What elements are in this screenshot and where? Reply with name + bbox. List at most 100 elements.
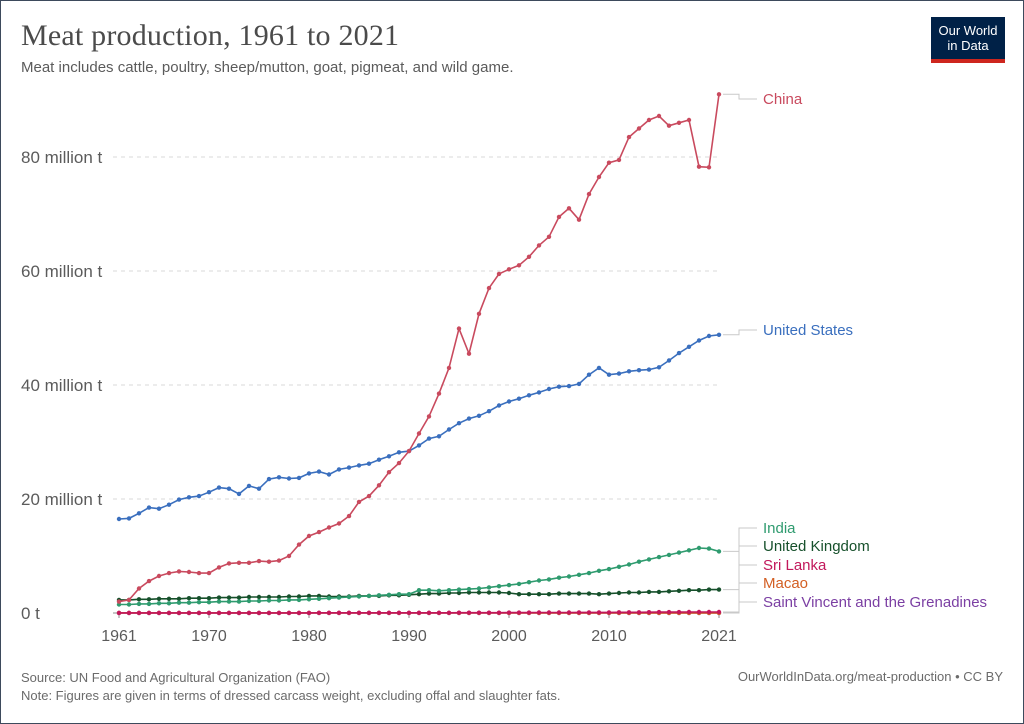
data-point-india <box>456 587 462 592</box>
data-point-sri-lanka <box>486 610 492 615</box>
data-point-china <box>616 157 622 163</box>
data-point-india <box>596 568 602 573</box>
legend-connector <box>723 527 757 552</box>
data-point-china <box>166 570 172 576</box>
data-point-united-kingdom <box>186 596 192 601</box>
data-point-china <box>366 493 372 499</box>
data-point-india <box>656 554 662 560</box>
data-point-china <box>716 92 722 97</box>
data-point-sri-lanka <box>446 610 452 615</box>
data-point-china <box>316 529 322 535</box>
data-point-india <box>216 599 222 604</box>
data-point-india <box>256 598 262 604</box>
data-point-sri-lanka <box>516 610 522 615</box>
data-point-united-states <box>556 384 562 389</box>
data-point-india <box>466 586 472 592</box>
data-point-india <box>686 548 692 553</box>
credit-link[interactable]: OurWorldInData.org/meat-production • CC … <box>737 669 1003 684</box>
data-point-united-kingdom <box>226 595 232 600</box>
data-point-united-kingdom <box>456 590 462 596</box>
data-point-sri-lanka <box>286 610 292 616</box>
data-point-united-states <box>526 393 532 398</box>
data-point-united-states <box>666 358 672 363</box>
data-point-sri-lanka <box>686 609 692 615</box>
data-point-united-states <box>456 421 462 426</box>
data-point-china <box>506 267 512 272</box>
data-point-china <box>396 460 402 466</box>
data-point-united-states <box>486 409 492 414</box>
data-point-united-states <box>336 467 342 472</box>
data-point-united-kingdom <box>636 590 642 595</box>
data-point-sri-lanka <box>326 610 332 615</box>
data-point-sri-lanka <box>466 610 472 615</box>
data-point-india <box>446 588 452 593</box>
data-point-sri-lanka <box>496 610 502 615</box>
source-text: Source: UN Food and Agricultural Organiz… <box>21 670 331 685</box>
legend-connector <box>723 93 757 100</box>
data-point-india <box>486 585 492 590</box>
data-point-united-kingdom <box>296 594 302 599</box>
data-point-united-kingdom <box>266 594 272 600</box>
data-point-united-states <box>266 476 272 482</box>
data-point-united-states <box>636 368 642 373</box>
x-tick-label: 2021 <box>701 628 737 645</box>
data-point-united-states <box>206 490 212 495</box>
data-point-china <box>346 513 352 519</box>
logo-line-2: in Data <box>947 38 989 53</box>
owid-logo[interactable]: Our World in Data <box>931 17 1005 63</box>
data-point-sri-lanka <box>716 609 722 615</box>
data-point-united-states <box>346 465 352 470</box>
data-point-united-states <box>496 403 502 408</box>
data-point-sri-lanka <box>246 610 252 616</box>
data-point-united-states <box>226 486 232 491</box>
data-point-sri-lanka <box>296 610 302 616</box>
data-point-united-states <box>466 416 472 421</box>
data-point-united-kingdom <box>136 597 142 602</box>
data-point-india <box>286 597 292 603</box>
data-point-united-states <box>136 511 142 516</box>
data-point-china <box>706 165 712 170</box>
data-point-india <box>626 562 632 567</box>
data-point-india <box>436 588 442 593</box>
data-point-india <box>476 586 482 591</box>
data-point-united-states <box>376 457 382 462</box>
data-point-china <box>596 174 602 180</box>
data-point-india <box>426 588 432 593</box>
data-point-sri-lanka <box>506 610 512 615</box>
data-point-united-states <box>696 338 702 343</box>
data-point-united-kingdom <box>236 595 242 600</box>
data-point-india <box>276 598 282 603</box>
line-chart: 0 t 20 million t 40 million t 60 million t 8… <box>21 91 987 645</box>
data-point-united-states <box>126 516 132 521</box>
data-point-india <box>516 581 522 587</box>
data-point-united-kingdom <box>496 590 502 595</box>
data-point-sri-lanka <box>196 610 202 616</box>
data-point-united-states <box>446 427 452 432</box>
data-point-sri-lanka <box>256 610 262 616</box>
legend-label-china: China <box>763 91 803 108</box>
data-point-united-states <box>606 372 612 377</box>
data-point-sri-lanka <box>606 610 612 615</box>
data-point-india <box>376 593 382 598</box>
data-point-china <box>386 470 392 475</box>
data-point-india <box>246 598 252 604</box>
data-point-india <box>306 597 312 602</box>
data-point-india <box>556 575 562 580</box>
data-point-india <box>416 588 422 593</box>
data-point-sri-lanka <box>226 610 232 616</box>
data-point-sri-lanka <box>116 610 122 616</box>
data-point-united-kingdom <box>216 595 222 600</box>
data-point-united-states <box>616 371 622 376</box>
data-point-united-states <box>516 396 522 401</box>
data-point-sri-lanka <box>236 610 242 616</box>
data-point-china <box>456 326 462 331</box>
data-point-china <box>286 553 292 559</box>
data-point-united-states <box>296 475 302 481</box>
data-point-united-kingdom <box>476 590 482 595</box>
data-point-united-states <box>256 486 262 491</box>
y-tick-label: 60 million t <box>21 262 103 281</box>
data-point-china <box>466 351 472 356</box>
data-point-sri-lanka <box>566 610 572 615</box>
data-point-india <box>716 549 722 554</box>
data-point-china <box>116 599 122 604</box>
